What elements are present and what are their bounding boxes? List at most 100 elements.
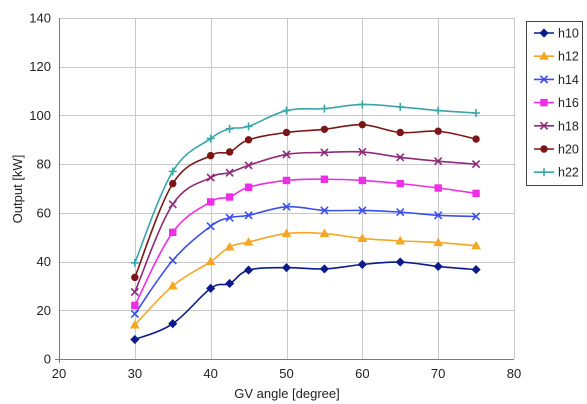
data-point-h16 [131, 301, 139, 310]
legend-marker [539, 121, 549, 130]
series-h18 [130, 147, 481, 297]
data-point-h16 [225, 193, 234, 201]
legend-marker [539, 75, 549, 84]
data-point-h22 [358, 100, 367, 109]
data-point-h14 [320, 206, 329, 215]
data-point-h18 [225, 168, 234, 177]
series-line-h10 [134, 261, 477, 341]
data-point-h20 [169, 179, 177, 188]
legend-marker [539, 51, 549, 60]
series-group [129, 100, 481, 345]
legend-marker [540, 168, 548, 177]
data-point-h16 [244, 183, 253, 191]
data-point-h12 [395, 235, 406, 245]
data-point-h12 [471, 240, 481, 250]
y-tick-label: 60 [37, 205, 51, 220]
data-point-h14 [130, 309, 139, 319]
data-point-h14 [471, 212, 481, 221]
data-point-h20 [244, 136, 253, 144]
data-point-h10 [471, 265, 481, 275]
data-point-h18 [282, 150, 291, 159]
axes [55, 18, 514, 363]
data-point-h22 [168, 167, 177, 176]
data-point-h16 [358, 176, 367, 185]
x-tick-label: 30 [128, 366, 142, 381]
series-line-h14 [134, 205, 477, 315]
series-h20 [131, 120, 480, 282]
data-point-h14 [206, 222, 215, 231]
data-point-h18 [471, 159, 481, 169]
series-h10 [130, 257, 481, 345]
data-point-h16 [169, 228, 177, 237]
data-point-h18 [168, 200, 177, 209]
data-point-h10 [395, 257, 405, 267]
legend-label: h22 [558, 166, 579, 180]
data-point-h16 [472, 189, 480, 198]
legend-label: h20 [558, 143, 579, 157]
data-point-h22 [225, 124, 234, 133]
legend-marker [540, 98, 548, 107]
legend-item-h14: h14 [534, 73, 579, 87]
data-point-h10 [319, 264, 329, 274]
legend-item-h16: h16 [534, 96, 579, 110]
y-tick-label: 0 [44, 352, 51, 367]
legend-label: h12 [558, 50, 579, 64]
legend-item-h10: h10 [534, 27, 579, 41]
data-point-h16 [320, 175, 329, 183]
data-point-h22 [472, 108, 481, 117]
series-line-h20 [134, 123, 477, 278]
y-tick-label: 20 [37, 303, 51, 318]
data-point-h12 [433, 237, 444, 247]
y-axis-title: Output [kW] [10, 155, 25, 224]
data-point-h18 [244, 161, 253, 170]
data-point-h22 [320, 104, 329, 113]
data-point-h18 [206, 173, 215, 182]
data-point-h14 [358, 206, 367, 215]
series-h16 [131, 175, 480, 310]
data-point-h14 [396, 207, 405, 217]
data-point-h22 [434, 106, 443, 115]
series-line-h18 [134, 150, 477, 293]
data-point-h10 [130, 334, 140, 345]
data-point-h20 [434, 127, 442, 135]
data-point-h12 [205, 256, 216, 266]
data-point-h18 [130, 287, 139, 297]
data-point-h10 [206, 283, 216, 293]
legend-item-h22: h22 [534, 166, 579, 180]
legend-box [526, 21, 583, 186]
data-point-h10 [244, 265, 254, 275]
legend-marker [539, 28, 549, 38]
data-point-h16 [396, 179, 404, 188]
data-point-h20 [320, 125, 329, 134]
x-axis-title: GV angle [degree] [234, 386, 340, 401]
data-point-h20 [206, 151, 215, 160]
legend-label: h14 [558, 73, 579, 87]
data-point-h16 [434, 184, 442, 192]
data-point-h20 [396, 128, 404, 137]
series-h12 [129, 228, 481, 329]
data-point-h16 [282, 176, 291, 185]
data-point-h12 [357, 233, 368, 243]
legend-item-h18: h18 [534, 119, 579, 133]
data-point-h12 [167, 280, 178, 290]
data-point-h20 [472, 135, 480, 143]
x-tick-label: 70 [431, 366, 445, 381]
data-point-h20 [131, 273, 139, 282]
legend-label: h18 [558, 119, 579, 133]
data-point-h20 [358, 120, 367, 129]
data-point-h12 [281, 228, 292, 238]
data-point-h12 [224, 241, 235, 251]
data-point-h12 [129, 319, 140, 329]
x-tick-label: 80 [507, 366, 521, 381]
data-point-h10 [433, 261, 443, 272]
data-point-h18 [434, 157, 443, 166]
series-h22 [130, 100, 481, 267]
legend-item-h20: h20 [534, 143, 579, 157]
data-point-h18 [396, 153, 405, 162]
data-point-h14 [168, 256, 177, 265]
data-point-h22 [396, 102, 405, 111]
data-point-h14 [244, 211, 253, 220]
data-point-h22 [282, 106, 291, 115]
